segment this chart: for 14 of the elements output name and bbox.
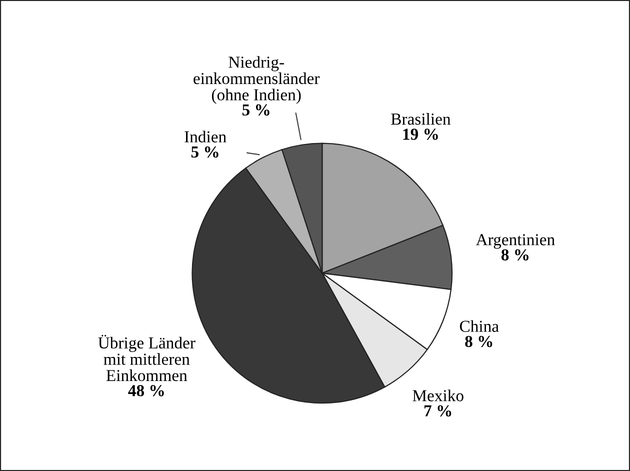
- data-label: 8 %: [465, 336, 492, 348]
- data-label: 48 %: [128, 385, 164, 396]
- data-label: 5 %: [191, 146, 218, 158]
- slice-label: Übrige Länder mit mittleren Einkommen: [98, 334, 196, 382]
- slice-label: China: [460, 320, 499, 332]
- slice-label: Indien: [184, 130, 226, 142]
- data-label: 5 %: [242, 104, 270, 116]
- slice-label: Niedrig- einkommensländer (ohne Indien): [194, 56, 320, 104]
- data-label: 19 %: [403, 128, 438, 140]
- slice-label: Argentinien: [476, 234, 555, 249]
- data-label: 7 %: [424, 405, 452, 416]
- data-label: 8 %: [501, 249, 528, 261]
- slice-label: Brasilien: [391, 113, 451, 125]
- slice-label: Mexiko: [412, 390, 464, 402]
